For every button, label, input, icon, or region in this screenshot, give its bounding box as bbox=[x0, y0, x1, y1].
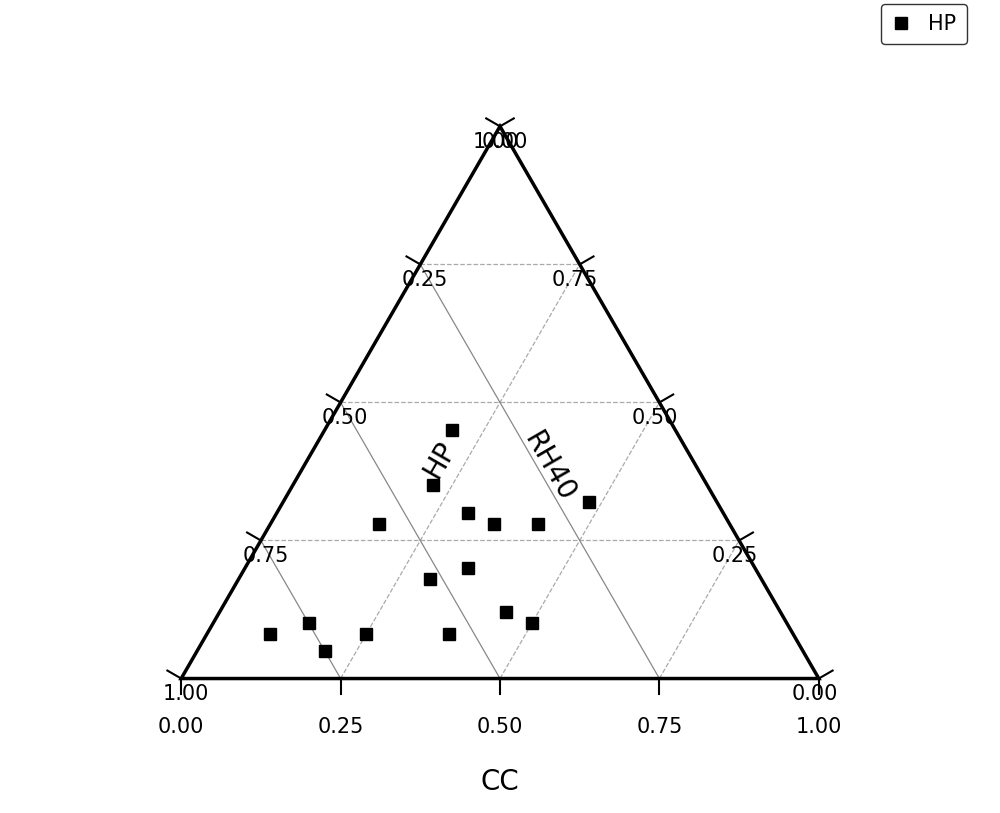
Text: 0.75: 0.75 bbox=[242, 546, 289, 567]
Text: 0.00: 0.00 bbox=[158, 717, 204, 737]
Text: HP: HP bbox=[418, 437, 462, 483]
Text: 0.00: 0.00 bbox=[481, 133, 528, 152]
Text: 0.50: 0.50 bbox=[322, 408, 368, 428]
Text: 0.25: 0.25 bbox=[711, 546, 758, 567]
Text: 0.50: 0.50 bbox=[632, 408, 678, 428]
Text: 0.25: 0.25 bbox=[317, 717, 364, 737]
Text: CC: CC bbox=[481, 767, 519, 796]
Text: 0.75: 0.75 bbox=[552, 271, 598, 290]
Text: 0.25: 0.25 bbox=[402, 271, 448, 290]
Text: 1.00: 1.00 bbox=[472, 133, 519, 152]
Text: 0.75: 0.75 bbox=[636, 717, 683, 737]
Text: 1.00: 1.00 bbox=[796, 717, 842, 737]
Text: 0.50: 0.50 bbox=[477, 717, 523, 737]
Text: 0.00: 0.00 bbox=[791, 685, 838, 705]
Text: 1.00: 1.00 bbox=[162, 685, 209, 705]
Legend: HP: HP bbox=[881, 3, 967, 45]
Text: RH40: RH40 bbox=[518, 427, 580, 506]
